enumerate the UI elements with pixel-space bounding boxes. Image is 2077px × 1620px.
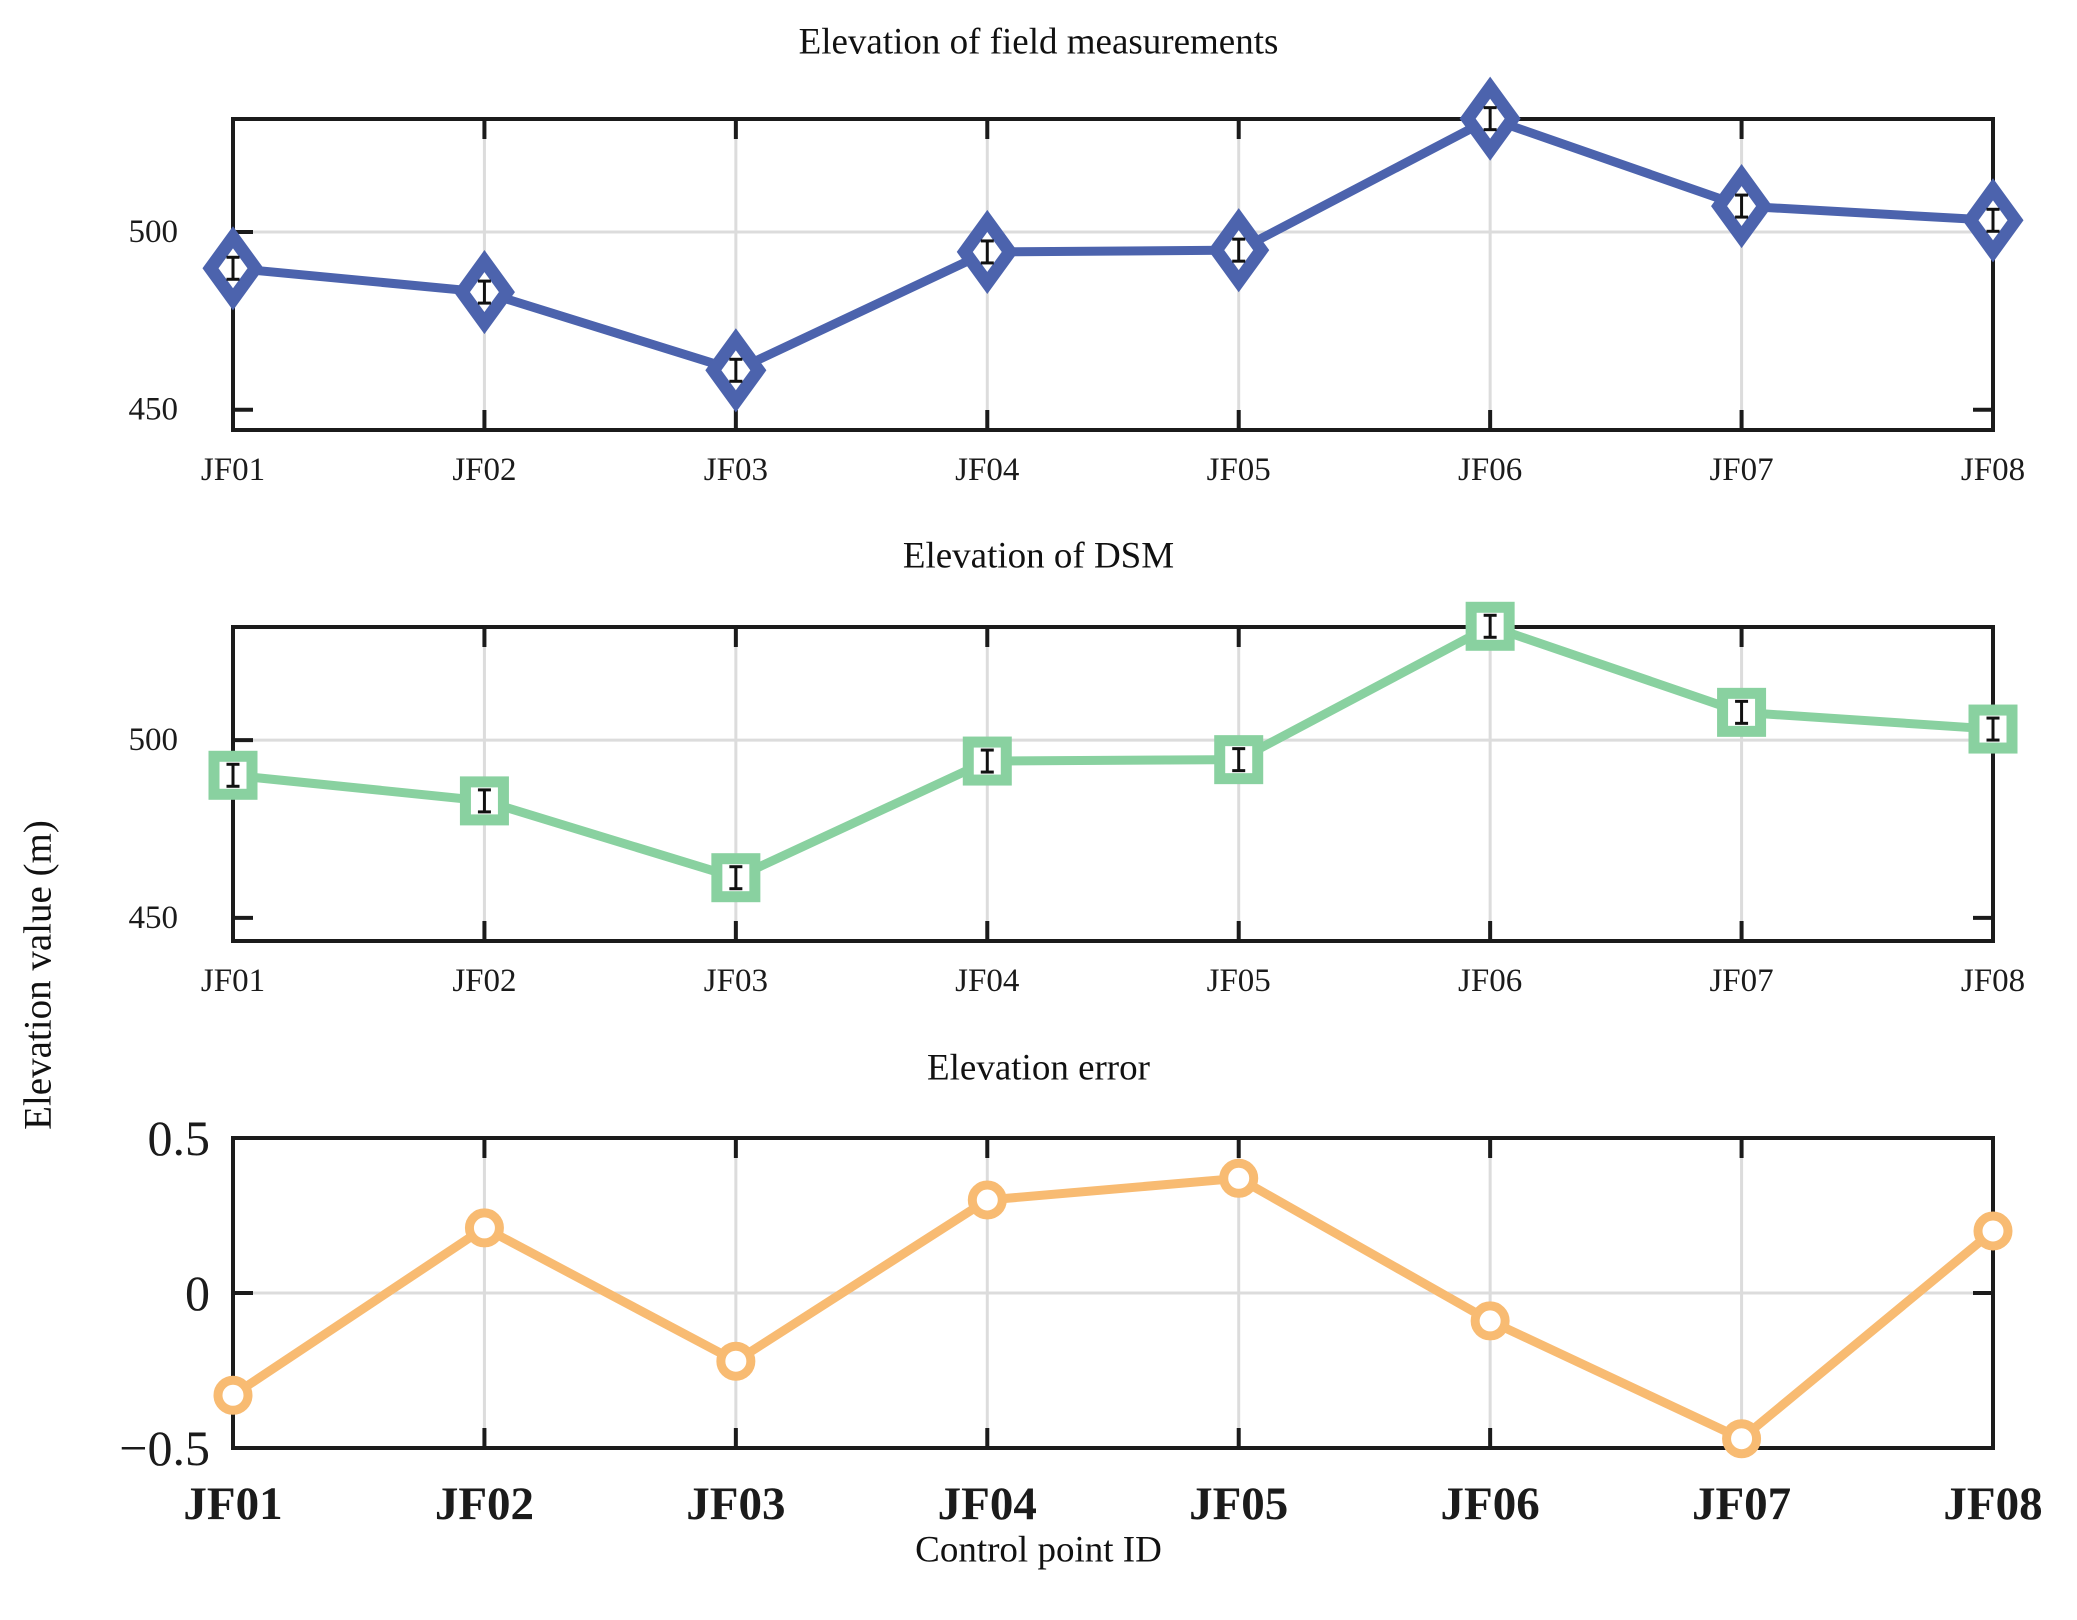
x-tick-label: JF01: [183, 1478, 282, 1530]
subplot3-title: Elevation error: [927, 1047, 1150, 1089]
x-tick-label: JF08: [1943, 1478, 2042, 1530]
y-axis-label: Elevation value (m): [16, 820, 60, 1130]
y-tick-label: 450: [129, 900, 179, 936]
series-line: [228, 1173, 1998, 1444]
subplot1-title: Elevation of field measurements: [798, 21, 1279, 63]
circle-marker-icon: [1722, 1419, 1762, 1459]
y-tick-label: 450: [129, 392, 179, 428]
error-bar: [477, 279, 491, 305]
subplot2-title: Elevation of DSM: [902, 535, 1175, 577]
x-tick-label: JF04: [955, 963, 1019, 999]
error-bar: [1735, 699, 1749, 725]
x-axis-label: Control point ID: [915, 1529, 1162, 1571]
data-point-marker: [1214, 735, 1264, 785]
circle-marker-icon: [1973, 1211, 2013, 1251]
x-tick-label: JF07: [1692, 1478, 1791, 1530]
x-tick-label: JF08: [1961, 963, 2025, 999]
y-tick-label: −0.5: [119, 1420, 210, 1476]
x-tick-label: JF04: [938, 1478, 1037, 1530]
data-point-marker: [1219, 1158, 1259, 1198]
error-bar: [980, 239, 994, 265]
x-tick-label: JF02: [452, 452, 516, 488]
circle-marker-icon: [1219, 1158, 1259, 1198]
data-point-marker: [967, 1180, 1007, 1220]
x-tick-label: JF06: [1458, 452, 1522, 488]
error-bar: [729, 357, 743, 383]
error-bar: [1986, 207, 2000, 233]
x-tick-label: JF07: [1709, 963, 1773, 999]
square-marker-icon: [1214, 735, 1264, 785]
data-point-marker: [1973, 1211, 2013, 1251]
circle-marker-icon: [1470, 1301, 1510, 1341]
error-bar: [226, 762, 240, 788]
x-tick-label: JF04: [955, 452, 1019, 488]
x-tick-label: JF08: [1961, 452, 2025, 488]
error-bar: [226, 255, 240, 281]
x-tick-label: JF06: [1441, 1478, 1540, 1530]
x-tick-label: JF05: [1189, 1478, 1288, 1530]
x-tick-label: JF03: [704, 963, 768, 999]
error-bar: [1232, 747, 1246, 773]
subplot-1: 450 500 JF01 JF02 JF03 JF04 JF05 JF06 JF07 JF08: [129, 76, 2025, 488]
x-tick-label: JF06: [1458, 963, 1522, 999]
error-bar: [980, 748, 994, 774]
circle-marker-icon: [967, 1180, 1007, 1220]
y-tick-label: 500: [129, 214, 179, 250]
subplot-3: −0.5 0 0.5 JF01 JF02 JF03 JF04 JF05 JF06 JF07 JF08: [119, 1110, 2042, 1530]
data-point-marker: [1470, 1301, 1510, 1341]
error-bar: [1483, 613, 1497, 639]
circle-marker-icon: [213, 1375, 253, 1415]
error-bar: [1986, 716, 2000, 742]
y-tick-label: 0.5: [148, 1110, 211, 1166]
error-bar: [1232, 237, 1246, 263]
x-tick-label: JF02: [435, 1478, 534, 1530]
error-bar: [729, 865, 743, 891]
series-line: [228, 621, 1998, 883]
data-point-marker: [213, 1375, 253, 1415]
x-tick-label: JF03: [704, 452, 768, 488]
x-tick-label: JF05: [1207, 452, 1271, 488]
circle-marker-icon: [716, 1341, 756, 1381]
data-point-marker: [464, 1208, 504, 1248]
series-line: [228, 114, 1998, 375]
error-bar: [477, 788, 491, 814]
y-tick-label: 0: [185, 1265, 210, 1321]
x-tick-label: JF01: [201, 963, 265, 999]
error-bar: [1483, 106, 1497, 132]
circle-marker-icon: [464, 1208, 504, 1248]
error-bar: [1735, 193, 1749, 219]
x-tick-label: JF02: [452, 963, 516, 999]
x-tick-label: JF05: [1207, 963, 1271, 999]
x-tick-label: JF03: [686, 1478, 785, 1530]
x-tick-label: JF07: [1709, 452, 1773, 488]
x-tick-label: JF01: [201, 452, 265, 488]
data-point-marker: [1722, 1419, 1762, 1459]
data-point-marker: [716, 1341, 756, 1381]
subplot-2: 450 500 JF01 JF02 JF03 JF04 JF05 JF06 JF07 JF08: [129, 601, 2025, 999]
y-tick-label: 500: [129, 722, 179, 758]
